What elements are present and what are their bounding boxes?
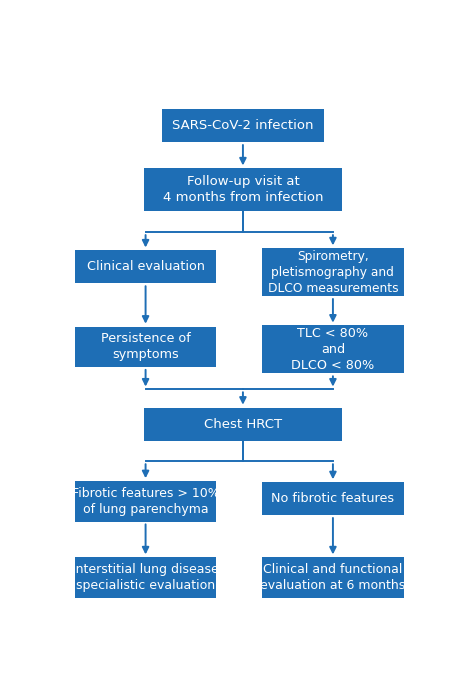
FancyBboxPatch shape (162, 109, 324, 142)
FancyBboxPatch shape (144, 408, 342, 441)
Text: No fibrotic features: No fibrotic features (271, 492, 394, 505)
Text: TLC < 80%
and
DLCO < 80%: TLC < 80% and DLCO < 80% (292, 327, 374, 372)
FancyBboxPatch shape (262, 482, 404, 515)
FancyBboxPatch shape (144, 168, 342, 211)
Text: Follow-up visit at
4 months from infection: Follow-up visit at 4 months from infecti… (163, 175, 323, 204)
Text: Interstitial lung disease
specialistic evaluation: Interstitial lung disease specialistic e… (72, 563, 219, 592)
FancyBboxPatch shape (262, 557, 404, 598)
Text: SARS-CoV-2 infection: SARS-CoV-2 infection (172, 119, 314, 132)
Text: Clinical and functional
evaluation at 6 months: Clinical and functional evaluation at 6 … (260, 563, 406, 592)
FancyBboxPatch shape (75, 327, 216, 367)
FancyBboxPatch shape (262, 325, 404, 374)
FancyBboxPatch shape (75, 251, 216, 284)
FancyBboxPatch shape (75, 557, 216, 598)
FancyBboxPatch shape (75, 481, 216, 522)
Text: Clinical evaluation: Clinical evaluation (87, 260, 205, 273)
Text: Spirometry,
pletismography and
DLCO measurements: Spirometry, pletismography and DLCO meas… (268, 250, 398, 295)
Text: Fibrotic features > 10%
of lung parenchyma: Fibrotic features > 10% of lung parenchy… (72, 486, 219, 516)
Text: Chest HRCT: Chest HRCT (204, 417, 282, 430)
FancyBboxPatch shape (262, 248, 404, 296)
Text: Persistence of
symptoms: Persistence of symptoms (100, 332, 191, 361)
